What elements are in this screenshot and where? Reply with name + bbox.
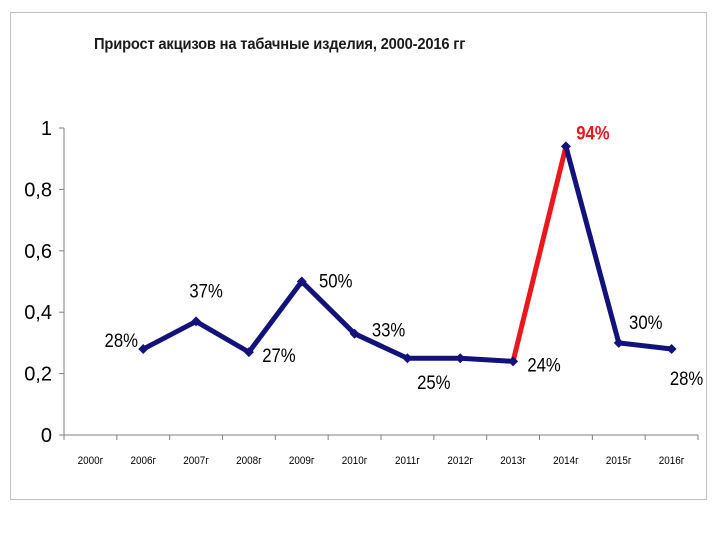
y-tick-label: 0,6	[24, 241, 52, 263]
y-tick-label: 0,8	[24, 179, 52, 201]
series-segment	[563, 143, 622, 346]
x-tick-label: 2015г	[606, 456, 632, 468]
data-label: 50%	[319, 271, 353, 292]
data-label: 28%	[670, 368, 704, 389]
data-point	[296, 276, 307, 287]
data-label: 37%	[189, 280, 223, 301]
series-segment	[140, 318, 199, 352]
data-label: 33%	[372, 320, 406, 341]
data-label: 24%	[527, 354, 561, 375]
data-point	[613, 337, 624, 348]
x-tick-label: 2016г	[659, 456, 685, 468]
x-tick-label: 2007г	[183, 456, 209, 468]
x-tick-label: 2000г	[78, 456, 104, 468]
highlight-segment	[510, 143, 569, 364]
data-point	[666, 344, 677, 355]
data-point	[349, 328, 360, 339]
data-point	[508, 356, 519, 367]
x-tick-label: 2009г	[289, 456, 315, 468]
data-point	[243, 347, 254, 358]
x-tick-label: 2008г	[236, 456, 262, 468]
data-point	[191, 316, 202, 327]
y-tick-label: 0,2	[24, 364, 52, 386]
series-segment	[457, 355, 516, 364]
data-label: 27%	[262, 345, 296, 366]
series-segment	[193, 318, 252, 355]
chart-title: Прирост акцизов на табачные изделия, 200…	[94, 36, 466, 53]
x-tick-label: 2013г	[500, 456, 526, 468]
x-tick-label: 2011г	[395, 456, 420, 468]
series-segment	[352, 331, 410, 361]
series-segment	[299, 279, 358, 337]
data-point	[560, 141, 571, 152]
x-tick-label: 2012г	[447, 456, 473, 468]
highlight-data-label: 94%	[576, 122, 610, 143]
data-label: 25%	[417, 372, 451, 393]
data-label: 30%	[629, 312, 663, 333]
x-tick-label: 2010г	[342, 456, 368, 468]
data-point	[455, 353, 466, 364]
data-label: 28%	[105, 330, 139, 351]
data-point	[138, 344, 149, 355]
y-tick-label: 1	[41, 118, 52, 140]
series-segment	[246, 279, 305, 355]
y-tick-label: 0,4	[24, 302, 52, 324]
x-tick-label: 2014г	[553, 456, 579, 468]
data-point	[402, 353, 413, 364]
series-segment	[616, 340, 675, 352]
x-tick-label: 2006г	[130, 456, 156, 468]
y-tick-label: 0	[41, 425, 52, 447]
chart-frame	[10, 12, 707, 500]
